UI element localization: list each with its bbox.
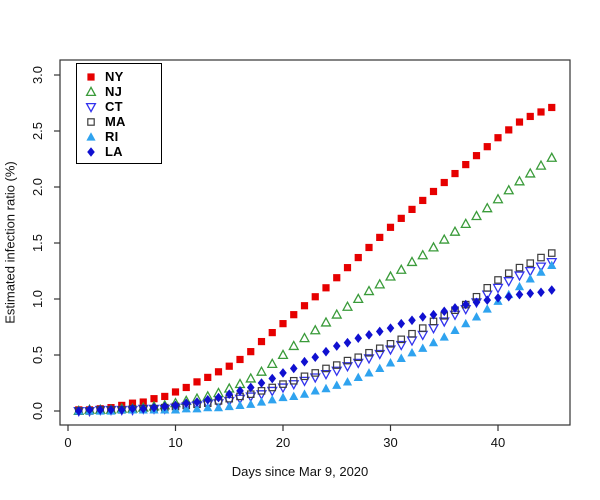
legend-marker-triangle-down-open bbox=[85, 102, 97, 113]
legend-entry-la: LA bbox=[77, 144, 161, 159]
x-tick-label: 20 bbox=[276, 435, 290, 450]
x-tick-label: 40 bbox=[491, 435, 505, 450]
legend-label: NJ bbox=[105, 84, 123, 99]
legend-entry-ma: MA bbox=[77, 114, 161, 129]
legend-marker-triangle-up-filled bbox=[86, 131, 96, 141]
legend-label: LA bbox=[105, 144, 123, 159]
x-tick-label: 10 bbox=[168, 435, 182, 450]
y-tick-label: 0.5 bbox=[30, 346, 45, 364]
legend-label: NY bbox=[105, 69, 124, 84]
y-tick-label: 3.0 bbox=[30, 66, 45, 84]
legend-marker-square-open bbox=[87, 117, 95, 126]
y-tick-label: 2.5 bbox=[30, 122, 45, 140]
series-nj bbox=[73, 151, 558, 416]
y-tick-label: 1.5 bbox=[30, 234, 45, 252]
legend-label: RI bbox=[105, 129, 119, 144]
legend: NY NJ CT MA RI LA bbox=[76, 63, 162, 164]
x-tick-label: 30 bbox=[383, 435, 397, 450]
y-tick-label: 0.0 bbox=[30, 402, 45, 420]
y-axis-title: Estimated infection ratio (%) bbox=[2, 161, 18, 324]
legend-marker-diamond-filled bbox=[87, 146, 95, 157]
y-tick-label: 2.0 bbox=[30, 178, 45, 196]
x-axis-title: Days since Mar 9, 2020 bbox=[231, 464, 369, 479]
y-tick-label: 1.0 bbox=[30, 290, 45, 308]
series-ri bbox=[74, 260, 557, 415]
legend-entry-ri: RI bbox=[77, 129, 161, 144]
legend-entry-ct: CT bbox=[77, 99, 161, 114]
legend-marker-triangle-up-open bbox=[85, 85, 97, 96]
legend-entry-ny: NY bbox=[77, 69, 161, 84]
legend-marker-square-filled bbox=[87, 72, 95, 81]
legend-label: MA bbox=[105, 114, 126, 129]
legend-entry-nj: NJ bbox=[77, 84, 161, 99]
series-la bbox=[74, 285, 556, 416]
x-tick-label: 0 bbox=[64, 435, 71, 450]
legend-label: CT bbox=[105, 99, 123, 114]
